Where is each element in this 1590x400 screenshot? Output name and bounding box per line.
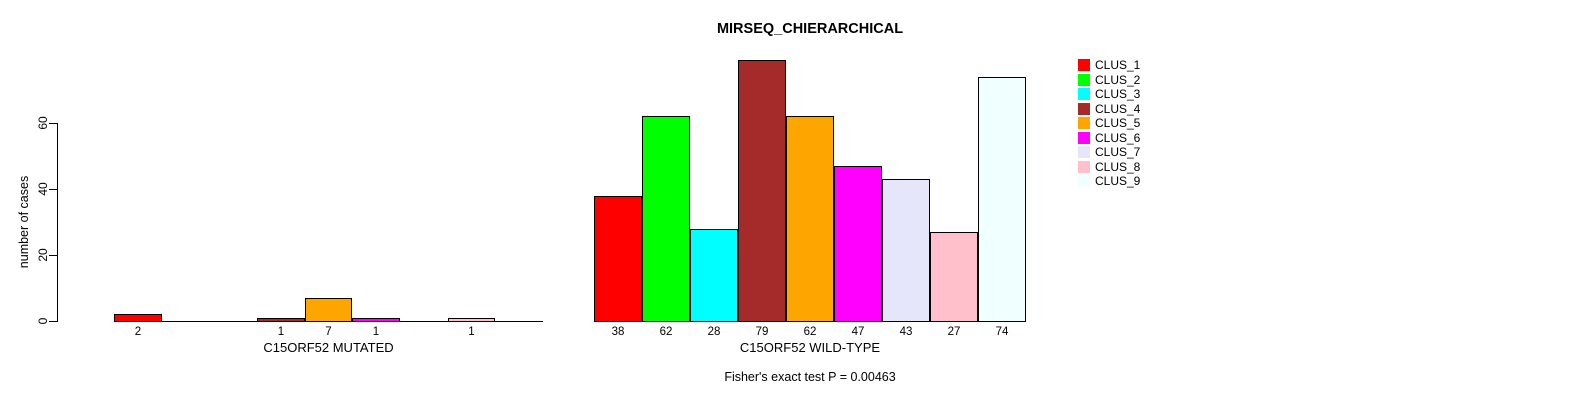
x-axis-title-wildtype: C15ORF52 WILD-TYPE — [739, 340, 881, 355]
legend-item: CLUS_4 — [1078, 102, 1140, 117]
chart-title: MIRSEQ_CHIERARCHICAL — [716, 21, 904, 37]
legend-label: CLUS_2 — [1095, 72, 1141, 87]
y-axis-title: number of cases — [17, 175, 31, 269]
legend-label: CLUS_7 — [1095, 145, 1141, 159]
bar-CLUS_4 — [738, 60, 786, 322]
legend-item: CLUS_9 — [1078, 174, 1140, 189]
bar-value-label: 79 — [755, 326, 769, 338]
bar-CLUS_9 — [978, 77, 1026, 322]
bar-CLUS_6 — [352, 318, 400, 322]
legend-swatch — [1078, 131, 1090, 144]
legend-item: CLUS_3 — [1078, 87, 1140, 102]
bar-value-label: 2 — [134, 326, 142, 338]
bar-value-label: 38 — [611, 326, 625, 338]
y-tick — [49, 123, 57, 124]
bar-CLUS_8 — [448, 318, 495, 322]
bar-value-label: 1 — [277, 326, 285, 338]
legend-swatch — [1078, 117, 1090, 130]
bar-CLUS_4 — [257, 318, 305, 322]
legend-swatch — [1078, 88, 1090, 101]
bar-value-label: 62 — [803, 326, 817, 338]
bar-CLUS_5 — [786, 116, 834, 322]
legend-swatch — [1078, 160, 1090, 173]
legend: CLUS_1 CLUS_2 CLUS_3 CLUS_4 CLUS_5 CLUS_6 CLUS… — [1078, 58, 1140, 189]
y-tick-label: 0 — [36, 317, 50, 325]
bar-CLUS_1 — [114, 314, 162, 322]
y-tick — [49, 189, 57, 190]
bar-CLUS_1 — [594, 196, 642, 322]
legend-label: CLUS_1 — [1095, 58, 1141, 72]
bar-value-label: 43 — [899, 326, 913, 338]
legend-item: CLUS_2 — [1078, 73, 1140, 88]
y-tick — [49, 321, 57, 322]
legend-item: CLUS_7 — [1078, 145, 1140, 160]
bar-value-label: 7 — [325, 326, 332, 338]
legend-item: CLUS_8 — [1078, 160, 1140, 175]
bar-value-label: 62 — [659, 326, 673, 338]
bar-CLUS_7 — [882, 179, 930, 322]
legend-label: CLUS_5 — [1095, 116, 1141, 130]
legend-item: CLUS_6 — [1078, 131, 1140, 146]
legend-label: CLUS_6 — [1095, 130, 1141, 145]
bar-value-label: 1 — [372, 326, 380, 338]
bar-value-label: 27 — [947, 326, 961, 338]
legend-label: CLUS_3 — [1095, 87, 1141, 101]
bar-CLUS_5 — [305, 298, 352, 322]
legend-label: CLUS_8 — [1095, 159, 1141, 174]
bar-CLUS_3 — [690, 229, 738, 322]
y-tick-label: 20 — [36, 248, 50, 262]
legend-label: CLUS_9 — [1095, 174, 1141, 188]
bar-value-label: 74 — [995, 326, 1009, 338]
bar-CLUS_2 — [642, 116, 690, 322]
x-axis-title-mutated: C15ORF52 MUTATED — [263, 340, 394, 355]
y-tick-label: 60 — [36, 116, 50, 130]
legend-swatch — [1078, 146, 1090, 159]
legend-swatch — [1078, 73, 1090, 86]
legend-swatch — [1078, 102, 1090, 115]
legend-item: CLUS_5 — [1078, 116, 1140, 131]
bar-CLUS_8 — [930, 232, 978, 322]
bar-CLUS_6 — [834, 166, 882, 322]
legend-swatch — [1078, 175, 1090, 188]
fisher-test-note: Fisher's exact test P = 0.00463 — [724, 370, 896, 384]
legend-item: CLUS_1 — [1078, 58, 1140, 73]
legend-label: CLUS_4 — [1095, 101, 1141, 116]
y-tick — [49, 255, 57, 256]
y-tick-label: 40 — [36, 182, 50, 196]
y-axis-line — [57, 123, 58, 322]
bar-value-label: 47 — [851, 326, 865, 338]
legend-swatch — [1078, 59, 1090, 72]
bar-value-label: 1 — [468, 326, 475, 338]
bar-value-label: 28 — [707, 326, 721, 338]
